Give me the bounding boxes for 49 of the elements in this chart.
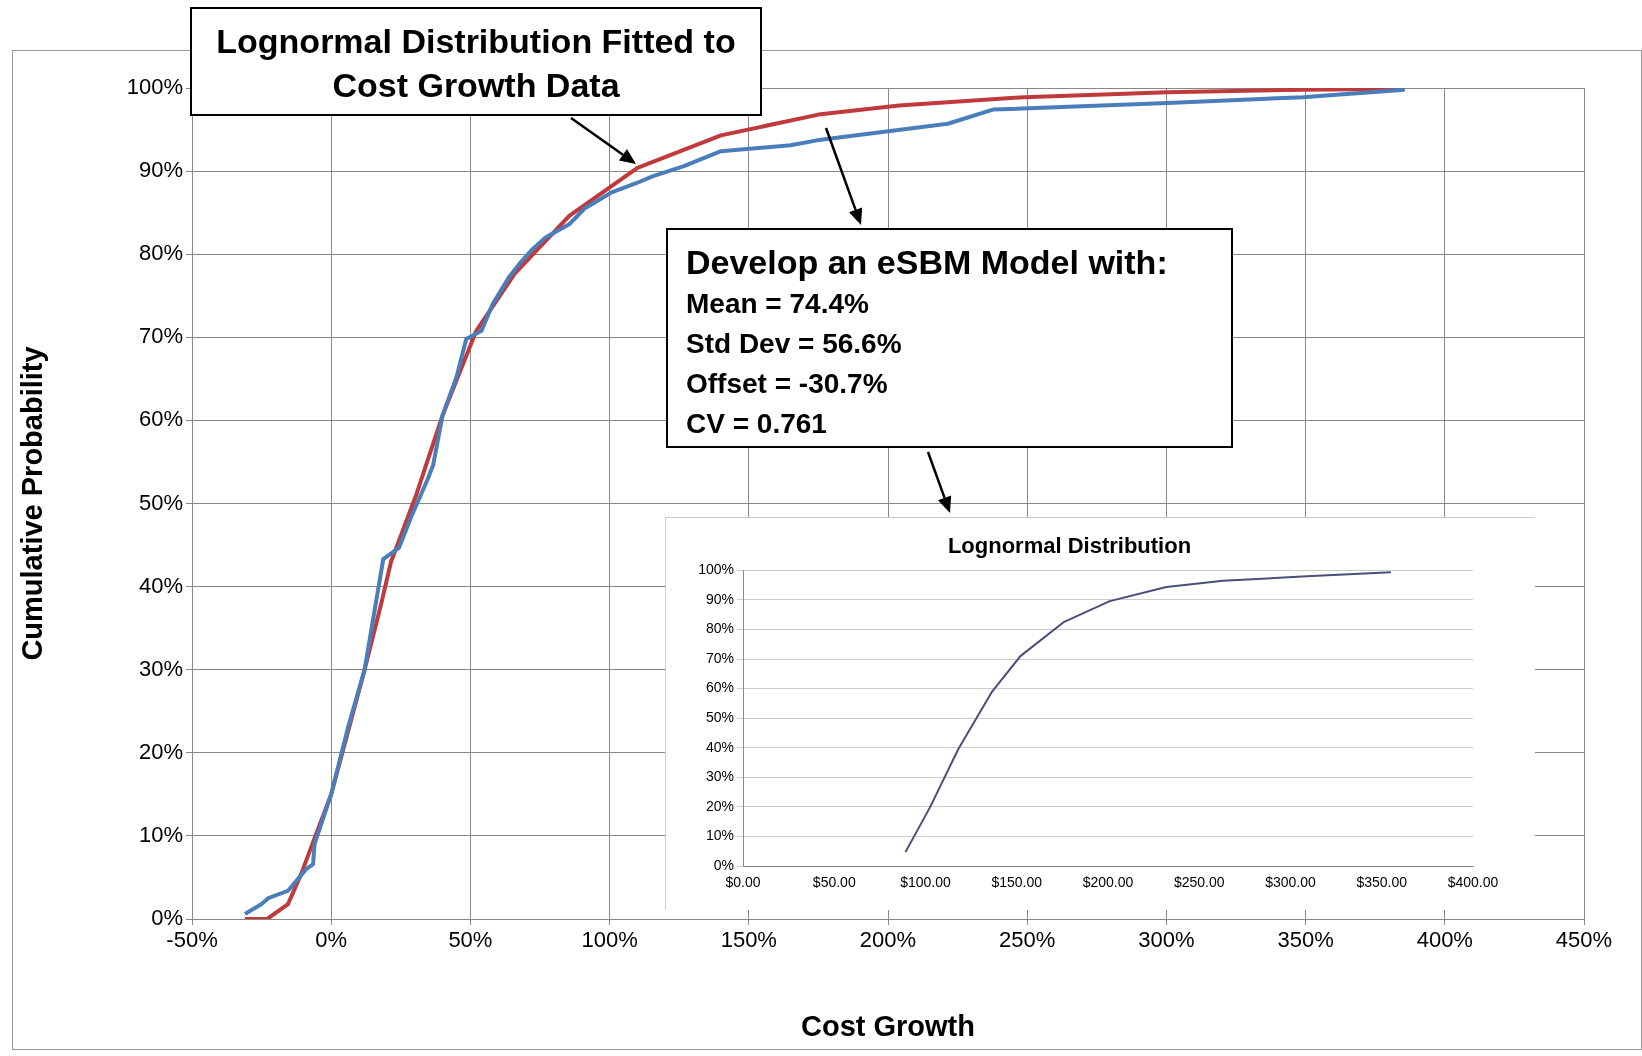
x-tick-label: $100.00 [900, 874, 952, 891]
x-tick-label: 100% [581, 927, 638, 953]
x-tick-label: $200.00 [1082, 874, 1134, 891]
y-tick-label: 40% [705, 738, 734, 755]
y-tick-label: 10% [138, 821, 183, 847]
x-tick-label: 200% [859, 927, 917, 953]
x-axis-title: Cost Growth [801, 1009, 975, 1042]
x-tick-label: $250.00 [1173, 874, 1225, 891]
y-axis-title: Cumulative Probability [16, 346, 49, 661]
annotation: CV = 0.761 [686, 407, 828, 441]
y-tick-label: 80% [138, 240, 183, 266]
chart-title: Lognormal Distribution [947, 533, 1192, 559]
y-tick-label: 90% [705, 590, 734, 607]
x-tick-label: $400.00 [1447, 874, 1499, 891]
annotation: Mean = 74.4% [686, 287, 870, 321]
y-tick-label: 70% [705, 649, 734, 666]
x-tick-label: $300.00 [1265, 874, 1317, 891]
x-tick-label: $50.00 [812, 874, 856, 891]
x-tick-label: 250% [999, 927, 1056, 953]
y-tick-label: 70% [138, 323, 183, 349]
x-tick-label: 150% [720, 927, 777, 953]
x-tick-label: 450% [1555, 927, 1613, 953]
x-tick-label: 0% [315, 927, 348, 953]
y-tick-label: 90% [138, 157, 183, 183]
y-tick-label: 30% [138, 655, 183, 681]
y-tick-label: 50% [705, 709, 734, 726]
x-tick-label: 400% [1416, 927, 1473, 953]
y-tick-label: 20% [705, 797, 734, 814]
annotation: Std Dev = 56.6% [686, 327, 903, 361]
y-tick-label: 80% [705, 620, 734, 637]
annotation: Offset = -30.7% [686, 367, 889, 401]
y-tick-label: 20% [138, 738, 183, 764]
x-tick-label: $0.00 [725, 874, 761, 891]
y-tick-label: 0% [713, 856, 734, 873]
y-tick-label: 40% [138, 572, 183, 598]
x-tick-label: $350.00 [1356, 874, 1408, 891]
x-tick-label: $150.00 [991, 874, 1043, 891]
y-tick-label: 60% [705, 679, 734, 696]
x-tick-label: 300% [1138, 927, 1195, 953]
annotation: Develop an eSBM Model with: [686, 242, 1169, 283]
x-tick-label: 50% [448, 927, 493, 953]
annotation: Lognormal Distribution Fitted to Cost Growth Data [190, 7, 762, 116]
x-tick-label: 350% [1277, 927, 1334, 953]
y-tick-label: 100% [698, 561, 734, 578]
y-tick-label: 10% [705, 827, 734, 844]
y-tick-label: 100% [126, 74, 183, 100]
y-tick-label: 30% [705, 768, 734, 785]
y-tick-label: 50% [138, 489, 183, 515]
y-tick-label: 60% [138, 406, 183, 432]
